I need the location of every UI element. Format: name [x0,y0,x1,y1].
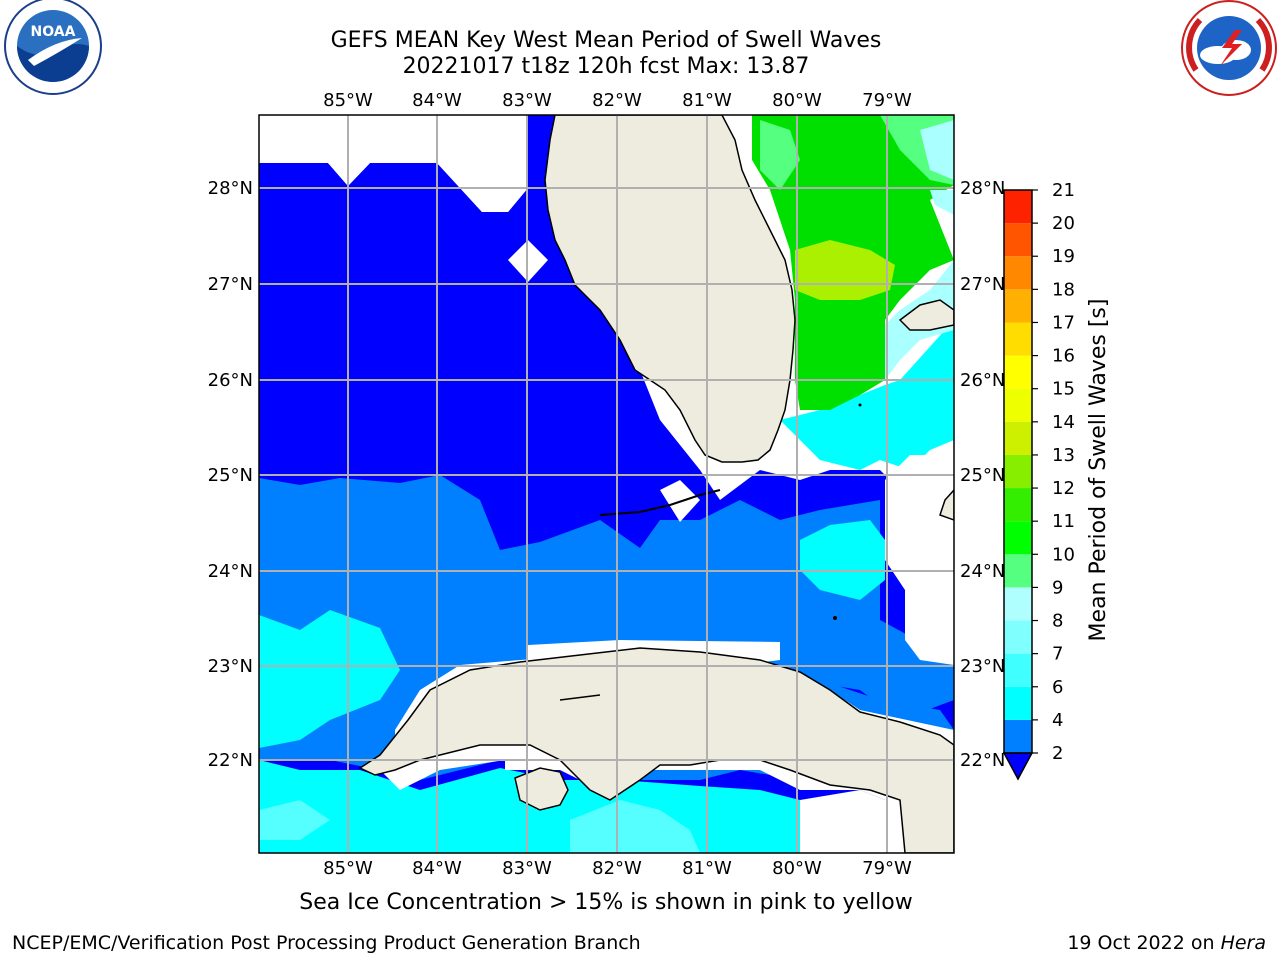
colorbar-tick-label: 19 [1052,246,1075,267]
colorbar-tick-label: 9 [1052,577,1063,598]
colorbar-segment [1004,653,1032,687]
colorbar-segment [1004,554,1032,588]
swell-zone-cyan [259,610,400,748]
lat-label-right: 24°N [960,561,1005,582]
lon-labels-top: 85°W 84°W 83°W 82°W 81°W 80°W 79°W [323,90,912,111]
map-frame [258,114,955,854]
lat-label-left: 22°N [208,750,253,771]
footer-date: 19 Oct 2022 on [1067,932,1221,954]
colorbar-segment [1004,620,1032,654]
colorbar-tick-label: 21 [1052,180,1075,201]
colorbar-tick-label: 20 [1052,213,1075,234]
lon-labels-bottom: 85°W 84°W 83°W 82°W 81°W 80°W 79°W [323,858,912,879]
lon-label-bottom: 84°W [412,858,462,879]
colorbar-tick-label: 14 [1052,412,1075,433]
colorbar-tick-label: 17 [1052,312,1075,333]
colorbar-segment [1004,256,1032,290]
colorbar-segment [1004,587,1032,621]
lat-label-left: 26°N [208,370,253,391]
lat-label-right: 23°N [960,656,1005,677]
isla-juventud [514,767,569,811]
lon-label-bottom: 80°W [772,858,822,879]
colorbar-segment [1004,521,1032,555]
florida-land [544,115,796,463]
lat-label-right: 28°N [960,178,1005,199]
lon-label-top: 82°W [592,90,642,111]
lat-label-left: 28°N [208,178,253,199]
colorbar-tick-label: 6 [1052,677,1063,698]
footer-host: Hera [1220,932,1266,954]
lat-label-left: 23°N [208,656,253,677]
lat-label-right: 27°N [960,274,1005,295]
lat-label-left: 25°N [208,465,253,486]
map-gridlines [259,115,954,853]
lon-label-top: 85°W [323,90,373,111]
colorbar-segment [1004,223,1032,257]
colorbar-segment [1004,355,1032,389]
lat-labels-left: 28°N 27°N 26°N 25°N 24°N 23°N 22°N [208,178,253,771]
noaa-logo-text: NOAA [31,24,76,40]
colorbar-tick-label: 15 [1052,379,1075,400]
colorbar-segment [1004,289,1032,323]
colorbar-extend-triangle [1002,752,1034,781]
colorbar-segment [1004,719,1032,753]
lon-label-top: 81°W [682,90,732,111]
colorbar-segment [1004,388,1032,422]
colorbar-tick-label: 16 [1052,346,1075,367]
lat-label-right: 25°N [960,465,1005,486]
footer-left: NCEP/EMC/Verification Post Processing Pr… [12,932,641,954]
footer-right: 19 Oct 2022 on Hera [1067,932,1266,954]
lat-label-left: 27°N [208,274,253,295]
colorbar-tick-label: 8 [1052,611,1063,632]
lat-labels-right: 28°N 27°N 26°N 25°N 24°N 23°N 22°N [960,178,1005,771]
lon-label-top: 83°W [502,90,552,111]
lat-label-left: 24°N [208,561,253,582]
lon-label-bottom: 79°W [862,858,912,879]
lon-label-bottom: 83°W [502,858,552,879]
colorbar-segment [1004,488,1032,522]
lon-label-top: 79°W [862,90,912,111]
chart-title: GEFS MEAN Key West Mean Period of Swell … [330,28,882,53]
colorbar-tick-label: 13 [1052,445,1075,466]
colorbar: 2 4 6 7 8 9 10 11 12 13 14 15 16 17 18 19 20 21 [1002,180,1075,781]
lon-label-bottom: 85°W [323,858,373,879]
colorbar-tick-label: 12 [1052,478,1075,499]
lon-label-top: 84°W [412,90,462,111]
lon-label-bottom: 82°W [592,858,642,879]
map-area [259,115,954,853]
colorbar-segment [1004,421,1032,455]
colorbar-segment [1004,686,1032,720]
colorbar-segment [1004,454,1032,489]
colorbar-frame [1003,189,1033,754]
colorbar-tick-label: 18 [1052,279,1075,300]
colorbar-tick-label: 11 [1052,511,1075,532]
lat-label-right: 22°N [960,750,1005,771]
chart-subtitle: 20221017 t18z 120h fcst Max: 13.87 [402,54,810,79]
noaa-logo: NOAA [4,0,102,95]
nws-logo [1181,0,1277,96]
colorbar-segment [1004,322,1032,356]
colorbar-segment [1004,190,1032,224]
bahamas-island [898,299,954,331]
colorbar-tick-label: 10 [1052,544,1075,565]
cuba-land [358,647,954,853]
colorbar-tick-label: 4 [1052,710,1063,731]
sea-ice-note: Sea Ice Concentration > 15% is shown in … [299,890,913,915]
colorbar-tick-label: 2 [1052,743,1063,764]
colorbar-tick-label: 7 [1052,644,1063,665]
lon-label-top: 80°W [772,90,822,111]
lon-label-bottom: 81°W [682,858,732,879]
lat-label-right: 26°N [960,370,1005,391]
colorbar-label: Mean Period of Swell Waves [s] [1086,299,1111,642]
